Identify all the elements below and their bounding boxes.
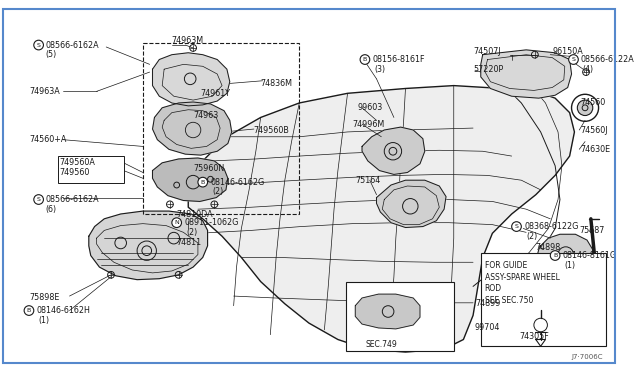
Text: B: B bbox=[27, 308, 31, 313]
Text: 74560J: 74560J bbox=[580, 125, 608, 135]
Text: 74963A: 74963A bbox=[29, 87, 60, 96]
Circle shape bbox=[34, 40, 44, 50]
Text: (2): (2) bbox=[526, 232, 538, 241]
Text: 74810DA: 74810DA bbox=[177, 211, 213, 219]
Polygon shape bbox=[362, 127, 425, 174]
Text: S: S bbox=[572, 57, 575, 62]
Text: 74963: 74963 bbox=[193, 111, 218, 120]
Bar bbox=[143, 43, 300, 214]
Text: 74560: 74560 bbox=[580, 99, 605, 108]
Text: 74305F: 74305F bbox=[520, 332, 549, 341]
Text: ROD: ROD bbox=[484, 285, 502, 294]
Circle shape bbox=[550, 251, 560, 260]
Text: 96150A: 96150A bbox=[552, 47, 583, 56]
Polygon shape bbox=[152, 53, 230, 106]
Polygon shape bbox=[509, 296, 550, 324]
Text: (3): (3) bbox=[374, 65, 386, 74]
Polygon shape bbox=[89, 211, 207, 280]
Text: 08146-6162G: 08146-6162G bbox=[211, 178, 265, 187]
Text: 99603: 99603 bbox=[357, 103, 383, 112]
Text: 75164: 75164 bbox=[355, 176, 381, 185]
Text: (6): (6) bbox=[45, 205, 56, 214]
Circle shape bbox=[198, 177, 207, 187]
Bar bbox=[481, 253, 606, 346]
Text: (1): (1) bbox=[38, 316, 50, 325]
Text: 74996M: 74996M bbox=[353, 120, 385, 129]
Text: 08566-6162A: 08566-6162A bbox=[45, 41, 99, 49]
Text: 08146-6162H: 08146-6162H bbox=[36, 306, 91, 315]
Circle shape bbox=[360, 55, 370, 64]
Circle shape bbox=[34, 195, 44, 204]
Polygon shape bbox=[152, 158, 228, 202]
Text: 74963M: 74963M bbox=[172, 36, 204, 45]
Text: 08156-8161F: 08156-8161F bbox=[372, 55, 425, 64]
Text: 74899: 74899 bbox=[475, 299, 500, 308]
Circle shape bbox=[512, 222, 522, 231]
Text: 74560+A: 74560+A bbox=[29, 135, 67, 144]
Bar bbox=[58, 156, 124, 183]
Text: (2): (2) bbox=[186, 228, 198, 237]
Text: 749560B: 749560B bbox=[253, 125, 289, 135]
Circle shape bbox=[577, 100, 593, 116]
Text: N: N bbox=[174, 220, 179, 225]
Text: 08146-8161G: 08146-8161G bbox=[563, 251, 617, 260]
Circle shape bbox=[24, 306, 34, 315]
Text: FOR GUIDE: FOR GUIDE bbox=[484, 261, 527, 270]
Text: S: S bbox=[515, 224, 518, 229]
Polygon shape bbox=[188, 86, 575, 352]
Text: (5): (5) bbox=[45, 50, 56, 59]
Polygon shape bbox=[152, 102, 232, 155]
Text: S: S bbox=[36, 197, 40, 202]
Text: 08566-6162A: 08566-6162A bbox=[45, 195, 99, 204]
Text: 749560: 749560 bbox=[60, 168, 90, 177]
Text: 74630E: 74630E bbox=[580, 145, 611, 154]
Text: 749560A: 749560A bbox=[60, 158, 96, 167]
Text: 74507J: 74507J bbox=[473, 47, 500, 56]
Polygon shape bbox=[376, 180, 446, 228]
Text: 74836M: 74836M bbox=[260, 79, 292, 88]
Text: (1): (1) bbox=[564, 261, 576, 270]
Text: 57220P: 57220P bbox=[473, 65, 503, 74]
Text: 74898: 74898 bbox=[536, 243, 561, 252]
Text: (4): (4) bbox=[582, 65, 593, 74]
Text: B: B bbox=[363, 57, 367, 62]
Circle shape bbox=[172, 218, 182, 228]
Polygon shape bbox=[355, 294, 420, 329]
Text: 74811: 74811 bbox=[177, 238, 202, 247]
Text: (2): (2) bbox=[212, 187, 223, 196]
Text: B: B bbox=[553, 253, 557, 258]
Text: 99704: 99704 bbox=[475, 323, 500, 333]
Text: 08368-6122G: 08368-6122G bbox=[524, 222, 579, 231]
Bar bbox=[346, 282, 454, 351]
Text: 74961Y: 74961Y bbox=[201, 89, 231, 98]
Text: 08911-1062G: 08911-1062G bbox=[184, 218, 239, 227]
Text: 75687: 75687 bbox=[579, 226, 605, 235]
Polygon shape bbox=[481, 50, 572, 98]
Text: S: S bbox=[36, 42, 40, 48]
Text: 75898E: 75898E bbox=[29, 294, 60, 302]
Text: SEC.749: SEC.749 bbox=[365, 340, 397, 349]
Text: B: B bbox=[200, 180, 205, 185]
Text: J7·7006C: J7·7006C bbox=[571, 354, 602, 360]
Text: ASSY-SPARE WHEEL: ASSY-SPARE WHEEL bbox=[484, 273, 559, 282]
Polygon shape bbox=[537, 234, 593, 275]
Text: 75960N: 75960N bbox=[193, 164, 225, 173]
Text: 08566-6122A: 08566-6122A bbox=[580, 55, 634, 64]
Circle shape bbox=[569, 55, 579, 64]
Text: SEE SEC.750: SEE SEC.750 bbox=[484, 296, 533, 305]
